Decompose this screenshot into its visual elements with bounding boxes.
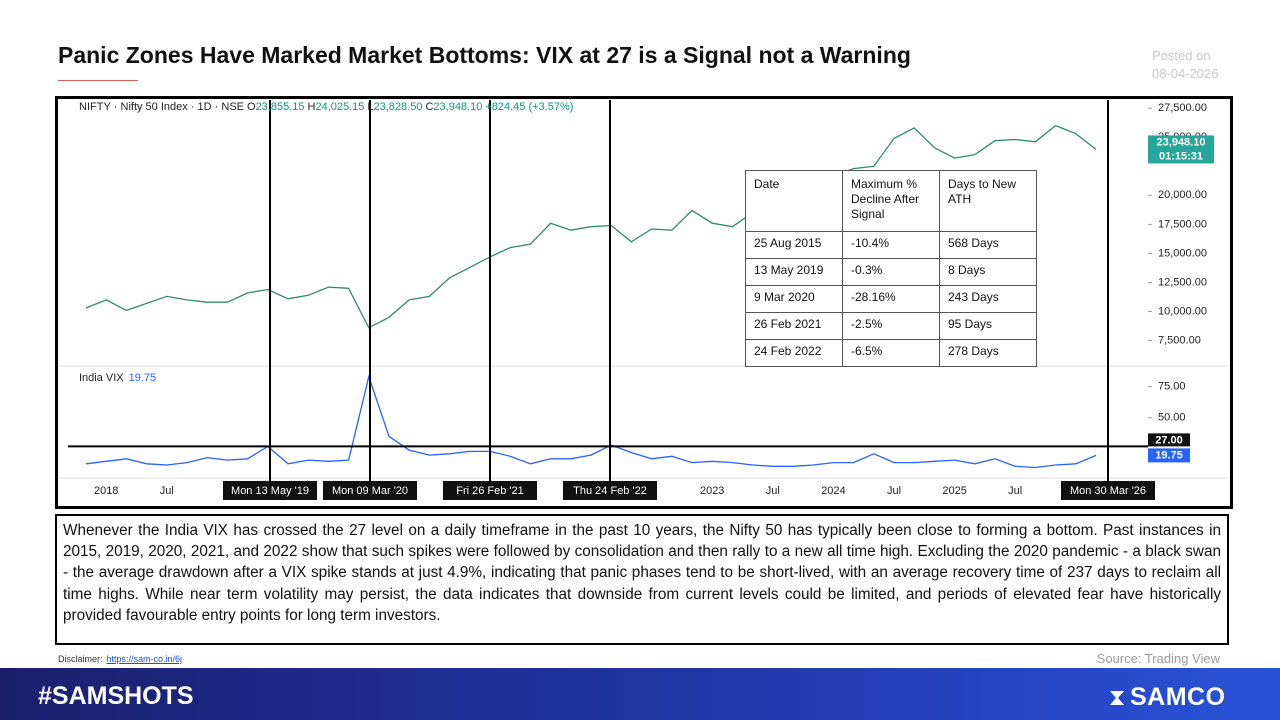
symbol-info: · Nifty 50 Index · 1D · NSE bbox=[114, 101, 244, 113]
y-tick-label: 20,000.00 bbox=[1158, 189, 1207, 201]
x-tick-label: 2024 bbox=[821, 485, 845, 497]
reference-label: 27.00 bbox=[1155, 434, 1183, 446]
hashtag: #SAMSHOTS bbox=[38, 682, 194, 710]
price-label-box bbox=[1148, 135, 1214, 164]
vix-label-box bbox=[1148, 448, 1190, 463]
x-tick-label: Jul bbox=[887, 485, 901, 497]
table-cell: 9 Mar 2020 bbox=[745, 285, 843, 313]
signal-table: Date Maximum % Decline After Signal Days t… bbox=[745, 170, 1037, 367]
brand: SAMCO bbox=[1130, 683, 1226, 711]
event-label-box bbox=[323, 481, 417, 500]
ohlc-key: L bbox=[367, 101, 373, 113]
disclaimer-link[interactable]: https://sam-co.in/6j bbox=[106, 654, 183, 664]
disclaimer-label: Disclaimer: bbox=[58, 654, 103, 664]
table-header-cell: Days to New ATH bbox=[939, 170, 1037, 232]
ohlc-value: 23,828.50 bbox=[374, 101, 423, 113]
series-line bbox=[85, 124, 1097, 329]
event-label: Mon 09 Mar '20 bbox=[332, 485, 408, 497]
table-cell: 26 Feb 2021 bbox=[745, 312, 843, 340]
table-row: 24 Feb 2022 -6.5% 278 Days bbox=[745, 339, 1037, 367]
table-cell: 25 Aug 2015 bbox=[745, 231, 843, 259]
price-legend: NIFTY · Nifty 50 Index · 1D · NSE O23,855.… bbox=[79, 101, 573, 113]
disclaimer: Disclaimer: https://sam-co.in/6j bbox=[58, 654, 182, 664]
table-cell: -6.5% bbox=[842, 339, 940, 367]
brand-logo bbox=[1110, 691, 1124, 705]
event-label-box bbox=[563, 481, 657, 500]
event-label-box bbox=[443, 481, 537, 500]
vix-legend: India VIX 19.75 bbox=[79, 372, 156, 384]
table-header-cell: Date bbox=[745, 170, 843, 232]
y2-tick-label: 50.00 bbox=[1158, 412, 1186, 424]
posted-date: 08-04-2026 bbox=[1152, 66, 1219, 81]
vix-label: 19.75 bbox=[1155, 449, 1183, 461]
table-row: 9 Mar 2020 -28.16% 243 Days bbox=[745, 285, 1037, 313]
vix-value: 19.75 bbox=[129, 372, 157, 384]
table-row: 25 Aug 2015 -10.4% 568 Days bbox=[745, 231, 1037, 259]
event-label: Mon 13 May '19 bbox=[231, 485, 309, 497]
ohlc-key: O bbox=[247, 101, 256, 113]
x-tick-label: 2025 bbox=[942, 485, 966, 497]
y-tick-label: 12,500.00 bbox=[1158, 276, 1207, 288]
table-row: 13 May 2019 -0.3% 8 Days bbox=[745, 258, 1037, 286]
y-tick-label: 27,500.00 bbox=[1158, 102, 1207, 114]
table-cell: -2.5% bbox=[842, 312, 940, 340]
table-cell: 13 May 2019 bbox=[745, 258, 843, 286]
ohlc-value: 23,855.15 bbox=[256, 101, 305, 113]
title-underline bbox=[58, 80, 138, 81]
y-tick-label: 10,000.00 bbox=[1158, 305, 1207, 317]
y-tick-label: 15,000.00 bbox=[1158, 247, 1207, 259]
table-cell: 243 Days bbox=[939, 285, 1037, 313]
table-cell: 278 Days bbox=[939, 339, 1037, 367]
table-header-row: Date Maximum % Decline After Signal Days t… bbox=[745, 170, 1037, 232]
table-cell: 568 Days bbox=[939, 231, 1037, 259]
x-tick-label: Jul bbox=[160, 485, 174, 497]
change: +824.45 (+3.57%) bbox=[485, 101, 573, 113]
ohlc-value: 24,025.15 bbox=[315, 101, 364, 113]
table-cell: -10.4% bbox=[842, 231, 940, 259]
table-cell: 95 Days bbox=[939, 312, 1037, 340]
event-label-box bbox=[1061, 481, 1155, 500]
table-cell: 8 Days bbox=[939, 258, 1037, 286]
ohlc-value: 23,948.10 bbox=[433, 101, 482, 113]
event-label: Mon 30 Mar '26 bbox=[1070, 485, 1146, 497]
table-row: 26 Feb 2021 -2.5% 95 Days bbox=[745, 312, 1037, 340]
posted-label: Posted on bbox=[1152, 48, 1211, 63]
ohlc-key: H bbox=[308, 101, 316, 113]
source: Source: Trading View bbox=[1096, 651, 1220, 666]
logo-shape bbox=[1110, 691, 1124, 705]
y2-tick-label: 75.00 bbox=[1158, 381, 1186, 393]
ohlc-key: C bbox=[425, 101, 433, 113]
vix-name: India VIX bbox=[79, 372, 124, 384]
price-timer: 01:15:31 bbox=[1159, 150, 1203, 162]
x-tick-label: Jul bbox=[1008, 485, 1022, 497]
title: Panic Zones Have Marked Market Bottoms: … bbox=[58, 42, 911, 68]
series-line bbox=[85, 374, 1097, 469]
symbol-name: NIFTY bbox=[79, 101, 111, 113]
event-label-box bbox=[223, 481, 317, 500]
table-cell: 24 Feb 2022 bbox=[745, 339, 843, 367]
table-header-cell: Maximum % Decline After Signal bbox=[842, 170, 940, 232]
x-tick-label: Jul bbox=[766, 485, 780, 497]
x-tick-label: 2023 bbox=[700, 485, 724, 497]
y-tick-label: 7,500.00 bbox=[1158, 334, 1201, 346]
y-tick-label: 17,500.00 bbox=[1158, 218, 1207, 230]
table-cell: -0.3% bbox=[842, 258, 940, 286]
footer-band bbox=[0, 668, 1280, 720]
commentary: Whenever the India VIX has crossed the 2… bbox=[55, 514, 1229, 645]
x-tick-label: 2018 bbox=[94, 485, 118, 497]
event-label: Fri 26 Feb '21 bbox=[456, 485, 524, 497]
table-cell: -28.16% bbox=[842, 285, 940, 313]
reference-label-box bbox=[1148, 433, 1190, 447]
price-label: 23,948.10 bbox=[1157, 136, 1206, 148]
event-label: Thu 24 Feb '22 bbox=[573, 485, 647, 497]
chart-frame bbox=[55, 96, 1233, 509]
